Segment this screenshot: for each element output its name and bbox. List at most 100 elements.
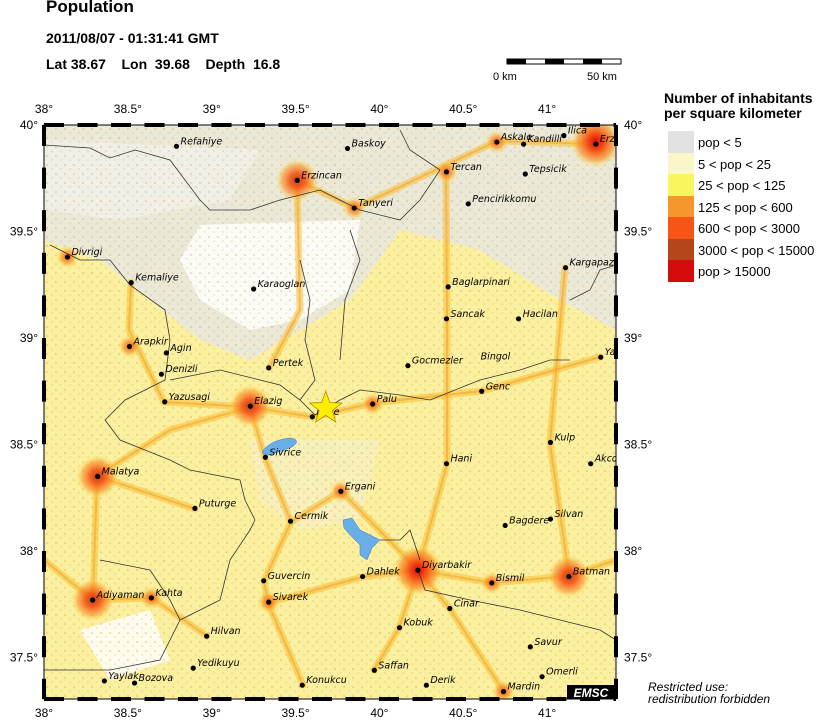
province-border [49, 244, 256, 521]
frame-tick-bar [614, 551, 618, 572]
city-marker [344, 145, 351, 152]
city-marker [262, 454, 268, 460]
frame-tick-bar [42, 423, 46, 445]
city-label: Malatya [102, 466, 140, 477]
frame-tick-bar [42, 295, 46, 317]
city-label: Sancak [450, 309, 485, 320]
city-marker [371, 667, 377, 673]
lon-tick-label: 40° [370, 706, 388, 720]
city-label: Dahlek [367, 567, 401, 578]
lat-tick-label: 39.5° [624, 225, 652, 239]
city-label: Ya [605, 347, 616, 358]
frame-tick-bar [513, 123, 533, 127]
lon-tick-label: 38° [35, 706, 53, 720]
frame-tick-bar [144, 123, 165, 127]
frame-tick-bar [111, 697, 131, 701]
frame-tick-bar [614, 636, 618, 658]
city-marker [527, 644, 533, 650]
frame-tick-bar [278, 697, 299, 701]
province-border [380, 529, 421, 561]
legend-swatch [668, 238, 694, 261]
frame-tick-bar [614, 380, 618, 402]
city-label: Pencirikkomu [472, 194, 536, 205]
frame-tick-bar [178, 123, 198, 127]
emsc-logo [567, 685, 616, 699]
frame-tick-bar [42, 678, 46, 699]
frame-tick-bar [412, 123, 433, 127]
province-border [417, 569, 616, 641]
city-label: Bismil [496, 573, 525, 584]
city-label: Cinar [454, 599, 480, 610]
scale-bar-segment [583, 59, 602, 64]
city-marker [158, 371, 164, 377]
road [268, 179, 302, 369]
city-label: Bozova [139, 673, 174, 684]
legend-title: Number of inhabitants per square kilomet… [664, 91, 813, 121]
city-marker [163, 350, 170, 356]
city-marker [370, 401, 376, 407]
frame-tick-bar [42, 465, 46, 487]
road [91, 475, 208, 637]
frame-tick-bar [278, 123, 299, 127]
legend-label: 600 < pop < 3000 [698, 221, 800, 236]
city-label: Kemaliye [135, 273, 179, 284]
city-marker [502, 522, 508, 529]
city-marker [489, 580, 495, 586]
city-marker [251, 286, 257, 292]
star-icon [308, 390, 343, 423]
city-label: Silvan [554, 509, 583, 520]
road [417, 559, 616, 585]
frame-tick-bar [77, 697, 98, 701]
city-marker [173, 143, 180, 149]
city-label: Sivrice [269, 447, 301, 458]
city-marker [338, 488, 344, 494]
city-label: Bingol [481, 351, 511, 362]
city-label: Palu [377, 394, 397, 405]
city-marker [443, 169, 450, 175]
city-marker [539, 674, 545, 680]
legend-item: pop < 5 [668, 131, 822, 153]
frame-tick-bar [42, 125, 46, 146]
city-marker [266, 365, 272, 371]
city-label: Konukcu [306, 675, 347, 686]
city-label: Sivarek [273, 592, 309, 603]
frame-tick-bar [412, 697, 433, 701]
city-marker [351, 205, 357, 211]
legend-title-line2: per square kilometer [664, 105, 802, 121]
city-label: Guvercin [268, 571, 311, 582]
legend-swatch [668, 260, 694, 282]
lon-tick-label: 40° [370, 102, 388, 116]
city-marker [95, 473, 101, 480]
frame-tick-bar [580, 123, 600, 127]
legend-label: pop > 15000 [698, 264, 771, 279]
frame-tick-bar [446, 123, 466, 127]
city-label: Puturge [199, 498, 236, 509]
lat-tick-label: 38° [624, 544, 642, 558]
legend-item: pop > 15000 [668, 260, 822, 282]
city-label: Akco [594, 454, 618, 465]
lat-tick-label: 39° [624, 331, 642, 345]
city-marker [415, 567, 421, 573]
city-label: Agin [169, 343, 191, 354]
legend-title-line1: Number of inhabitants [664, 90, 813, 106]
frame-tick-bar [42, 338, 46, 359]
city-label: Pertek [273, 358, 304, 369]
legend-label: 5 < pop < 25 [698, 156, 772, 172]
frame-tick-bar [245, 123, 265, 127]
city-label: Kandilli [528, 134, 563, 145]
scale-end-label: 50 km [587, 71, 617, 83]
city-label: Erzu [600, 134, 621, 145]
city-label: Divrigi [71, 247, 102, 258]
city-label: Omerli [546, 667, 578, 678]
restricted-line1: Restricted use: [648, 680, 729, 694]
lon-tick-label: 41° [538, 102, 556, 116]
city-marker [90, 597, 96, 603]
city-label: Bagdere [509, 515, 549, 526]
frame-tick-bar [614, 508, 618, 530]
city-label: Hacilan [523, 309, 558, 320]
frame-tick-bar [513, 697, 533, 701]
legend-item: 25 < pop < 125 [668, 174, 822, 196]
city-label: Cermik [295, 511, 329, 522]
city-label: Mardin [507, 682, 540, 693]
